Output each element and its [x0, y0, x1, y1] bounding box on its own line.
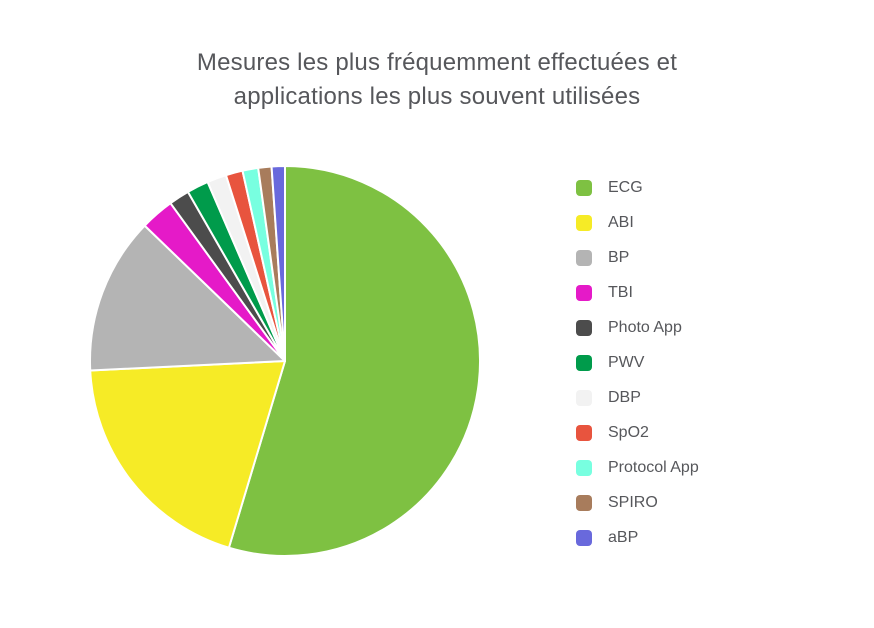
pie-slice-bp[interactable] [89, 224, 286, 372]
legend-item-label: aBP [608, 528, 639, 546]
legend-item-abp[interactable]: aBP [576, 520, 699, 555]
legend-swatch-icon [576, 529, 592, 546]
chart-title-line1: Mesures les plus fréquemment effectuées … [196, 49, 678, 76]
pie-slice-ecg[interactable] [227, 165, 481, 557]
legend-item-label: TBI [608, 283, 633, 301]
legend-item-label: SpO2 [608, 423, 649, 441]
chart-title-line2: applications les plus souvent utilisées [233, 83, 641, 110]
legend-item-spo2[interactable]: SpO2 [576, 415, 699, 450]
legend-swatch-icon [576, 284, 592, 301]
legend-item-ecg[interactable]: ECG [576, 170, 699, 205]
legend-item-dbp[interactable]: DBP [576, 380, 699, 415]
legend-item-label: Protocol App [608, 458, 699, 476]
legend-swatch-icon [576, 354, 592, 371]
legend-item-label: Photo App [608, 318, 682, 336]
legend-item-spiro[interactable]: SPIRO [576, 485, 699, 520]
legend-swatch-icon [576, 179, 592, 196]
legend-swatch-icon [576, 389, 592, 406]
pie-slice-abp[interactable] [270, 164, 286, 362]
legend-item-label: BP [608, 248, 630, 266]
legend-swatch-icon [576, 319, 592, 336]
legend-swatch-icon [576, 214, 592, 231]
legend-item-pwv[interactable]: PWV [576, 345, 699, 380]
legend-item-label: PWV [608, 353, 645, 371]
legend-swatch-icon [576, 494, 592, 511]
legend-item-photo-app[interactable]: Photo App [576, 310, 699, 345]
legend-swatch-icon [576, 459, 592, 476]
legend-item-label: ABI [608, 213, 634, 231]
legend-item-label: ECG [608, 178, 643, 196]
legend: ECG ABI BP TBI Photo App PWV DBP SpO2 Protocol A… [576, 170, 699, 555]
chart-title: Mesures les plus fréquemment effectuées … [0, 46, 874, 114]
legend-swatch-icon [576, 249, 592, 266]
legend-item-protocol-app[interactable]: Protocol App [576, 450, 699, 485]
pie-slice-abi[interactable] [89, 360, 286, 549]
legend-item-tbi[interactable]: TBI [576, 275, 699, 310]
legend-swatch-icon [576, 424, 592, 441]
legend-item-label: DBP [608, 388, 641, 406]
legend-item-bp[interactable]: BP [576, 240, 699, 275]
legend-item-label: SPIRO [608, 493, 658, 511]
legend-item-abi[interactable]: ABI [576, 205, 699, 240]
